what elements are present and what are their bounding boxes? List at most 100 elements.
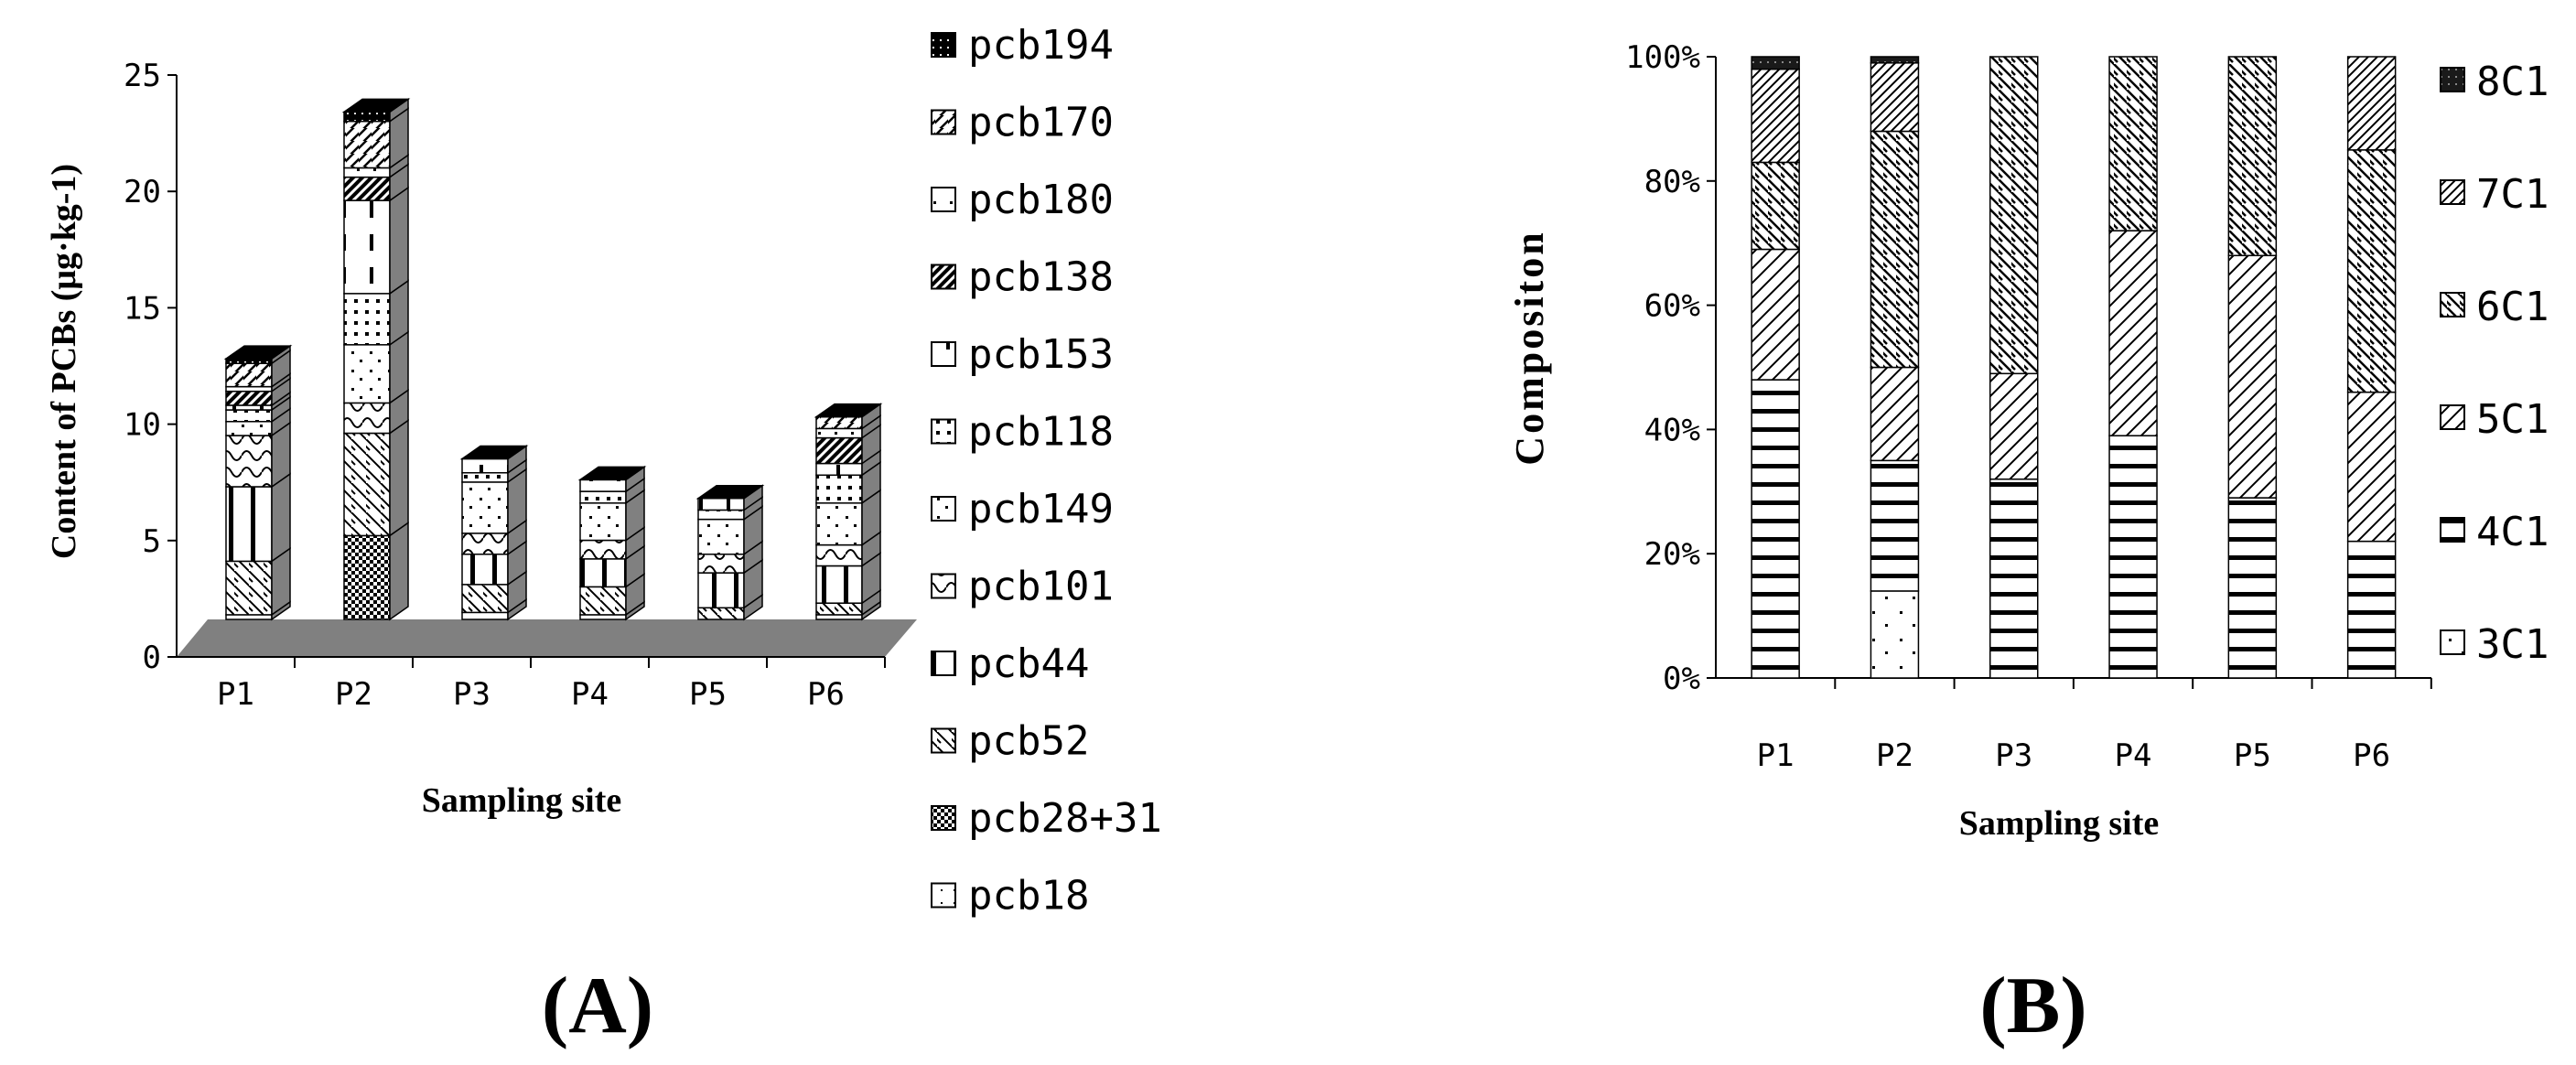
legend-a-swatch [931,727,956,754]
panel-a-label: (A) [542,962,653,1050]
bar-segment-8cl-p1 [1751,56,1800,70]
legend-a-swatch [931,341,956,367]
legend-a-item-pcb118: pcb118 [931,409,1114,456]
panel-a-legend: pcb194 pcb170 pcb180 pcb138 pcb153 pcb118 pcb1… [931,22,1162,920]
bar-segment-pcb118-p4 [579,477,645,505]
panel-a-x-tick-label: P1 [217,676,254,713]
bar-segment-pcb101-p2 [343,388,409,435]
legend-b-swatch [2440,629,2465,655]
bar-segment-6cl-p1 [1751,161,1800,251]
panel-b-y-tick-label: 40% [1644,412,1700,448]
legend-a-label: pcb18 [968,873,1089,920]
bar-segment-7cl-p2 [1870,62,1920,133]
panel-b-legend: 8C1 7C1 6C1 5C1 4C1 3C1 [2440,59,2549,668]
panel-a-x-tick-label: P2 [335,676,372,713]
legend-a-swatch [931,109,956,135]
bar-segment-5cl-p5 [2227,254,2278,499]
bar-segment-6cl-p6 [2346,149,2397,393]
legend-b-swatch [2440,517,2465,543]
legend-a-label: pcb52 [968,718,1089,765]
legend-b-label: 6C1 [2476,284,2549,330]
bar-segment-pcb149-p6 [815,489,881,547]
legend-a-item-pcb153: pcb153 [931,331,1114,378]
bar-segment-pcb149-p4 [579,489,645,542]
panel-a-y-tick-label: 25 [124,58,161,94]
bar-top-p2 [341,98,411,113]
legend-a-label: pcb28+31 [968,795,1162,842]
legend-a-swatch [931,573,956,599]
bar-segment-pcb28-31-p2 [343,521,409,621]
legend-b-item-4c1: 4C1 [2440,509,2549,555]
panel-b-x-tick-label: P3 [1995,737,2032,774]
bar-segment-pcb149-p5 [697,505,763,556]
legend-b-label: 3C1 [2476,621,2549,668]
panel-b-x-tick-label: P4 [2115,737,2152,774]
bar-segment-pcb101-p1 [225,421,291,489]
bar-segment-6cl-p3 [1989,56,2039,375]
bar-segment-pcb101-p3 [461,519,527,556]
panel-b-y-tick-label: 100% [1625,39,1700,76]
legend-a-swatch [931,805,956,831]
legend-b-item-6c1: 6C1 [2440,284,2549,330]
bar-segment-pcb118-p2 [343,279,409,347]
panel-b-x-tick-label: P6 [2353,737,2390,774]
panel-a-floor [177,619,917,657]
panel-b-y-tick-label: 0% [1663,661,1700,697]
legend-a-item-pcb138: pcb138 [931,254,1114,301]
legend-b-swatch [2440,67,2465,92]
panel-a-x-tick-label: P3 [453,676,490,713]
bar-segment-pcb18-p1 [225,600,291,621]
bar-segment-pcb153-p6 [815,449,881,477]
bar-segment-pcb101-p4 [579,526,645,561]
legend-b-item-8c1: 8C1 [2440,59,2549,105]
bar-segment-pcb138-p6 [815,424,881,465]
bar-segment-6cl-p2 [1870,130,1920,369]
bar-top-p6 [814,403,883,418]
panel-b-bars [1751,56,2397,679]
panel-b-y-tick-label: 60% [1644,288,1700,325]
panel-b-x-tick-label: P1 [1757,737,1795,774]
panel-a-y-tick-label: 15 [124,290,161,327]
bar-segment-pcb52-p1 [225,546,291,617]
legend-b-item-7c1: 7C1 [2440,171,2549,218]
panel-b-y-tick-label: 20% [1644,536,1700,573]
legend-a-label: pcb101 [968,564,1114,610]
bar-segment-pcb153-p2 [343,186,409,296]
panel-a-bars [223,97,883,621]
panel-a: 0 5 10 15 20 25 P1 P2 P3 P4 P5 P6 Content of PCBs … [45,22,1162,1050]
legend-a-label: pcb118 [968,409,1114,456]
panel-a-y-tick-label: 20 [124,174,161,210]
legend-b-label: 7C1 [2476,171,2549,218]
bar-segment-pcb149-p2 [343,330,409,404]
legend-a-swatch [931,187,956,212]
bar-segment-pcb44-p5 [697,558,763,609]
legend-a-item-pcb194: pcb194 [931,22,1114,69]
legend-b-swatch [2440,179,2465,205]
panel-a-y-tick-label: 5 [143,523,161,560]
bar-segment-5cl-p2 [1870,366,1920,462]
bar-top-p5 [695,484,765,500]
bar-segment-pcb170-p2 [343,107,409,169]
bar-segment-pcb101-p6 [815,531,881,567]
legend-b-swatch [2440,404,2465,430]
bar-segment-pcb118-p1 [225,395,291,424]
legend-a-swatch [931,882,956,909]
legend-a-swatch [931,264,956,290]
legend-a-swatch [931,496,956,522]
bar-segment-3cl-p2 [1870,590,1920,679]
panel-b-x-ticks: P1 P2 P3 P4 P5 P6 [1757,678,2432,774]
panel-a-x-tick-label: P4 [571,676,609,713]
bar-segment-5cl-p6 [2346,391,2397,543]
bar-segment-7cl-p6 [2346,56,2397,151]
panel-a-y-tick-label: 0 [143,640,161,676]
legend-b-label: 8C1 [2476,59,2549,105]
panel-b: 0% 20% 40% 60% 80% 100% P1 P2 P3 P4 P5 P6 Composit… [1507,39,2549,1050]
bar-segment-6cl-p5 [2227,56,2278,257]
legend-a-label: pcb170 [968,100,1114,146]
panel-a-y-ticks: 0 5 10 15 20 25 [124,58,177,676]
panel-a-x-ticks: P1 P2 P3 P4 P5 P6 [217,657,886,713]
bar-segment-7cl-p1 [1751,68,1800,164]
panel-a-x-tick-label: P5 [689,676,727,713]
bar-segment-pcb149-p3 [461,468,527,535]
